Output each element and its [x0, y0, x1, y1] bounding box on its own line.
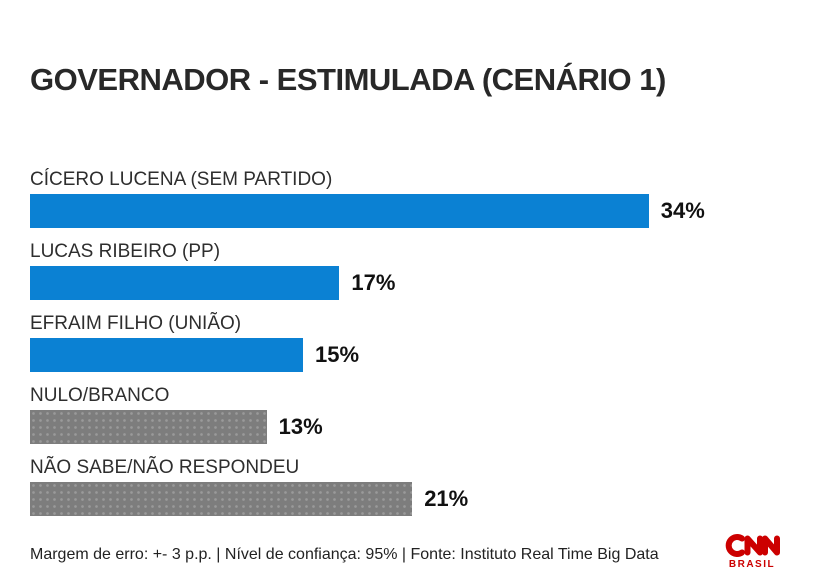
source-note: Margem de erro: +- 3 p.p. | Nível de con… [30, 546, 659, 563]
category-label: NÃO SABE/NÃO RESPONDEU [30, 457, 300, 478]
category-label: CÍCERO LUCENA (SEM PARTIDO) [30, 169, 333, 190]
cnn-logo-icon [725, 534, 780, 557]
value-label: 15% [315, 342, 360, 367]
bar-line: 34% [30, 194, 803, 228]
category-label: LUCAS RIBEIRO (PP) [30, 241, 221, 262]
value-label: 21% [424, 486, 469, 511]
chart-rows: CÍCERO LUCENA (SEM PARTIDO) 34% LUCAS RI… [30, 170, 803, 530]
bar [30, 410, 267, 444]
bar [30, 482, 413, 516]
chart-row: EFRAIM FILHO (UNIÃO) 15% [30, 314, 803, 372]
bar-line: 15% [30, 338, 803, 372]
bar-line: 21% [30, 482, 803, 516]
bar-line: 13% [30, 410, 803, 444]
bar [30, 194, 649, 228]
cnn-brasil-logo: BRASIL [721, 533, 783, 570]
chart-row: NULO/BRANCO 13% [30, 386, 803, 444]
page-title: GOVERNADOR - ESTIMULADA (CENÁRIO 1) [30, 62, 666, 97]
bar [30, 338, 303, 372]
logo-region-label: BRASIL [728, 559, 776, 570]
bar-line: 17% [30, 266, 803, 300]
bar [30, 266, 340, 300]
category-label: EFRAIM FILHO (UNIÃO) [30, 313, 242, 334]
value-label: 34% [660, 198, 705, 223]
chart-row: CÍCERO LUCENA (SEM PARTIDO) 34% [30, 170, 803, 228]
category-label: NULO/BRANCO [30, 385, 170, 406]
value-label: 17% [351, 270, 396, 295]
chart-row: NÃO SABE/NÃO RESPONDEU 21% [30, 458, 803, 516]
value-label: 13% [278, 414, 323, 439]
chart-row: LUCAS RIBEIRO (PP) 17% [30, 242, 803, 300]
